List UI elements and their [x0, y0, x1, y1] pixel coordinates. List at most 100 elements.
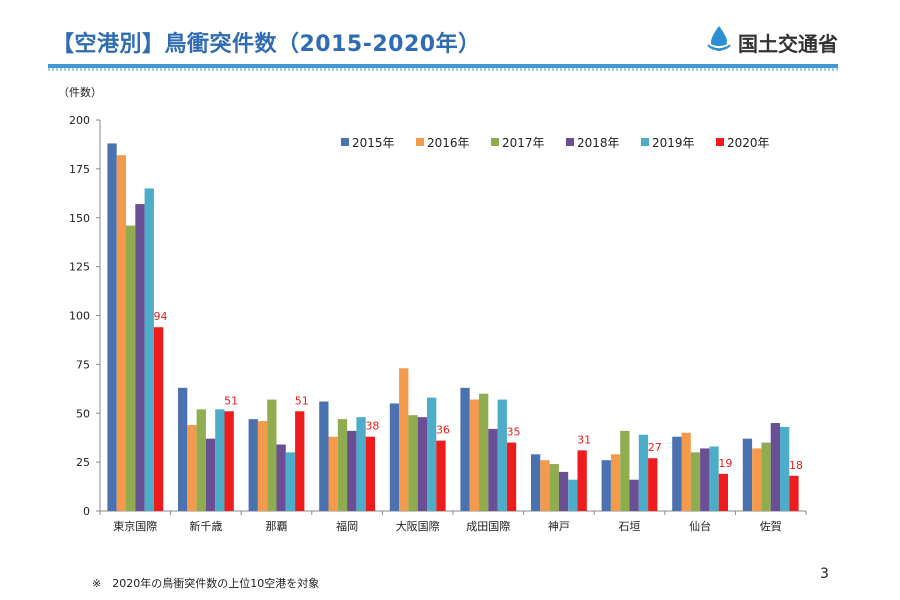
legend-swatch: [566, 138, 574, 146]
bar: [770, 423, 780, 511]
bar: [789, 475, 799, 511]
data-label: 31: [577, 433, 591, 446]
bar: [479, 393, 489, 511]
bar: [196, 409, 206, 511]
bar: [408, 415, 418, 511]
bar: [389, 403, 400, 511]
x-tick-label: 福岡: [336, 519, 358, 533]
bar: [638, 434, 649, 511]
bar: [399, 368, 409, 511]
header-rule: [48, 64, 838, 68]
legend-label: 2020年: [727, 136, 770, 150]
bar: [780, 426, 790, 511]
bar: [568, 479, 578, 511]
bar: [178, 387, 188, 511]
bar: [718, 473, 728, 511]
bar: [700, 448, 710, 511]
bar: [187, 424, 197, 511]
bar: [531, 454, 541, 511]
legend-label: 2018年: [577, 136, 620, 150]
bar: [365, 436, 375, 511]
legend-swatch: [641, 138, 649, 146]
x-tick-label: 那覇: [266, 520, 288, 533]
y-tick-label: 0: [83, 505, 90, 518]
bar: [215, 409, 225, 511]
footnote: ※ 2020年の鳥衝突件数の上位10空港を対象: [92, 577, 320, 590]
logo-text: 国土交通省: [738, 32, 838, 56]
x-tick-label: 石垣: [619, 520, 641, 533]
bar: [205, 438, 216, 511]
bar: [648, 458, 658, 511]
data-label: 35: [507, 426, 521, 439]
y-tick-label: 125: [69, 261, 90, 274]
x-tick-label: 新千歳: [189, 519, 222, 533]
bar: [436, 440, 446, 511]
bar: [337, 419, 348, 511]
bar: [506, 442, 517, 511]
bar: [709, 446, 719, 511]
bar: [610, 454, 621, 511]
y-tick-label: 200: [69, 114, 90, 127]
bar: [601, 460, 611, 511]
x-tick-label: 成田国際: [466, 520, 510, 533]
bar: [672, 436, 682, 511]
bar: [577, 450, 587, 511]
bar: [620, 430, 630, 511]
bar: [107, 143, 117, 511]
x-tick-label: 佐賀: [760, 519, 782, 533]
y-tick-label: 75: [76, 358, 90, 371]
bar: [681, 432, 691, 511]
y-tick-label: 25: [76, 456, 90, 469]
bar: [295, 411, 305, 511]
data-label: 19: [718, 457, 732, 470]
bar: [135, 204, 145, 511]
bar: [629, 479, 639, 511]
bar: [549, 464, 559, 511]
bar: [497, 399, 507, 511]
mlit-logo-icon: [707, 26, 731, 51]
bar: [153, 327, 164, 511]
data-label: 36: [436, 424, 450, 437]
bar: [356, 417, 366, 511]
bar: [742, 438, 753, 511]
bar: [248, 419, 258, 511]
bar: [540, 460, 550, 511]
ministry-logo: 国土交通省: [706, 20, 846, 60]
bar: [144, 188, 154, 512]
data-label: 27: [648, 441, 662, 454]
page-title: 【空港別】鳥衝突件数（2015-2020年）: [52, 32, 481, 57]
bar: [460, 387, 470, 511]
data-label: 51: [224, 394, 238, 407]
y-tick-label: 50: [76, 407, 90, 420]
legend-swatch: [341, 138, 349, 146]
bar: [347, 430, 357, 511]
data-label: 51: [295, 394, 309, 407]
bar: [417, 417, 427, 511]
bar: [267, 399, 277, 511]
bar: [690, 452, 701, 511]
data-label: 18: [789, 459, 803, 472]
bar: [752, 448, 762, 511]
bar: [116, 155, 126, 511]
x-tick-label: 東京国際: [113, 519, 157, 533]
bar: [285, 452, 296, 511]
page-number: 3: [820, 566, 829, 582]
legend-label: 2016年: [427, 136, 470, 150]
legend-label: 2019年: [652, 136, 695, 150]
legend-swatch: [416, 138, 424, 146]
x-tick-label: 大阪国際: [396, 519, 440, 533]
legend-label: 2015年: [352, 136, 395, 150]
bar: [319, 401, 329, 511]
legend-label: 2017年: [502, 136, 545, 150]
bar: [761, 442, 771, 511]
header-rule-dotted: [48, 68, 838, 71]
y-tick-label: 175: [69, 163, 90, 176]
legend-swatch: [716, 138, 724, 146]
bar: [488, 428, 498, 511]
data-label: 38: [365, 420, 379, 433]
data-label: 94: [154, 310, 168, 323]
bar: [126, 225, 136, 511]
y-tick-label: 150: [69, 212, 90, 225]
bar: [257, 421, 268, 511]
